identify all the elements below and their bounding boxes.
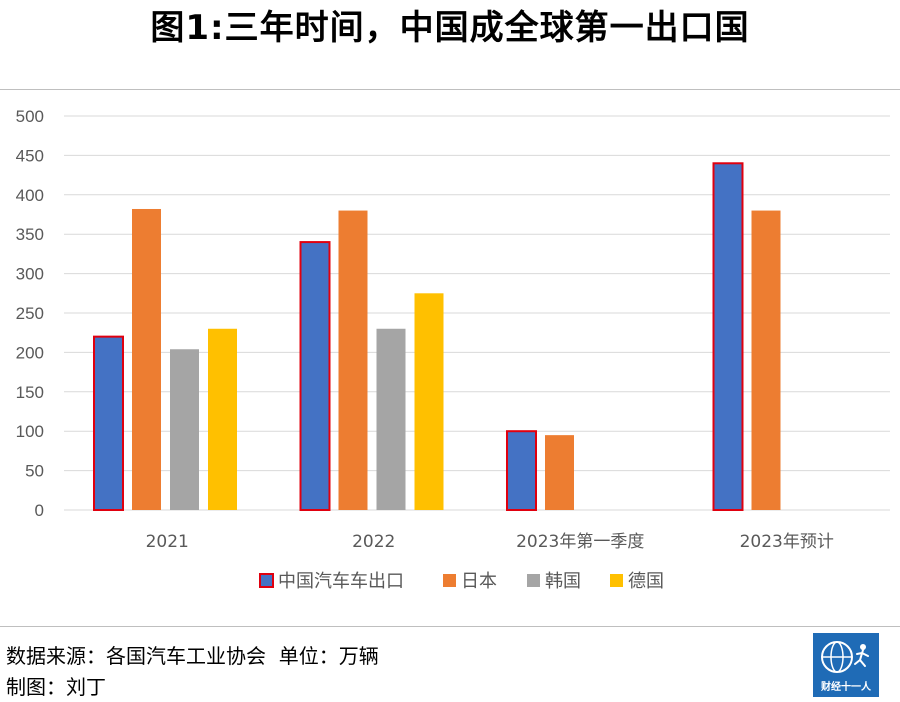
- y-tick-label: 250: [16, 304, 44, 323]
- x-tick-label: 2021: [146, 532, 189, 552]
- footer-divider: [0, 626, 900, 627]
- gridlines: [64, 115, 890, 511]
- bar-china-1: [299, 241, 331, 512]
- author-note: 制图：刘丁: [6, 675, 106, 699]
- bar-japan-2: [545, 435, 574, 510]
- publisher-logo: 财经十一人: [813, 633, 879, 697]
- y-axis-tick-labels: 0 50 100 150 200 250 300 350 400 450 500: [16, 107, 44, 520]
- bar-germany-1: [414, 293, 444, 510]
- legend-label: 韩国: [545, 571, 581, 592]
- bar-korea-0: [170, 349, 199, 510]
- legend-swatch: [443, 574, 456, 587]
- y-tick-label: 400: [16, 186, 44, 205]
- bar-china-2: [506, 430, 537, 512]
- data-source-note: 数据来源：各国汽车工业协会 单位：万辆: [6, 644, 379, 668]
- x-tick-label: 2022: [352, 532, 395, 552]
- x-axis-tick-labels: 2021 2022 2023年第一季度 2023年预计: [146, 532, 834, 552]
- legend-swatch: [259, 573, 274, 588]
- legend-label: 日本: [461, 571, 497, 592]
- y-tick-label: 100: [16, 422, 44, 441]
- bar-germany-0: [208, 328, 237, 510]
- x-tick-label: 2023年预计: [740, 532, 834, 552]
- bar-china-0: [93, 335, 124, 511]
- y-tick-label: 50: [25, 462, 44, 481]
- bar-japan-3: [751, 210, 781, 510]
- y-tick-label: 200: [16, 343, 44, 362]
- legend-swatch: [610, 574, 623, 587]
- legend: 中国汽车车出口 日本 韩国 德国: [259, 571, 664, 592]
- bars: [93, 162, 781, 512]
- y-tick-label: 0: [35, 501, 44, 520]
- legend-label: 德国: [628, 571, 664, 592]
- x-tick-label: 2023年第一季度: [516, 532, 644, 552]
- bar-japan-1: [338, 210, 368, 510]
- bar-korea-1: [376, 328, 406, 510]
- y-tick-label: 450: [16, 146, 44, 165]
- chart-title: 图1:三年时间，中国成全球第一出口国: [150, 8, 750, 48]
- legend-swatch: [527, 574, 540, 587]
- y-tick-label: 350: [16, 225, 44, 244]
- title-divider: [0, 89, 900, 90]
- bar-japan-0: [132, 208, 161, 510]
- bar-china-3: [712, 162, 744, 511]
- y-tick-label: 500: [16, 107, 44, 126]
- y-tick-label: 150: [16, 383, 44, 402]
- y-tick-label: 300: [16, 265, 44, 284]
- legend-label: 中国汽车车出口: [278, 571, 404, 592]
- globe-runner-logo-icon: [821, 641, 869, 673]
